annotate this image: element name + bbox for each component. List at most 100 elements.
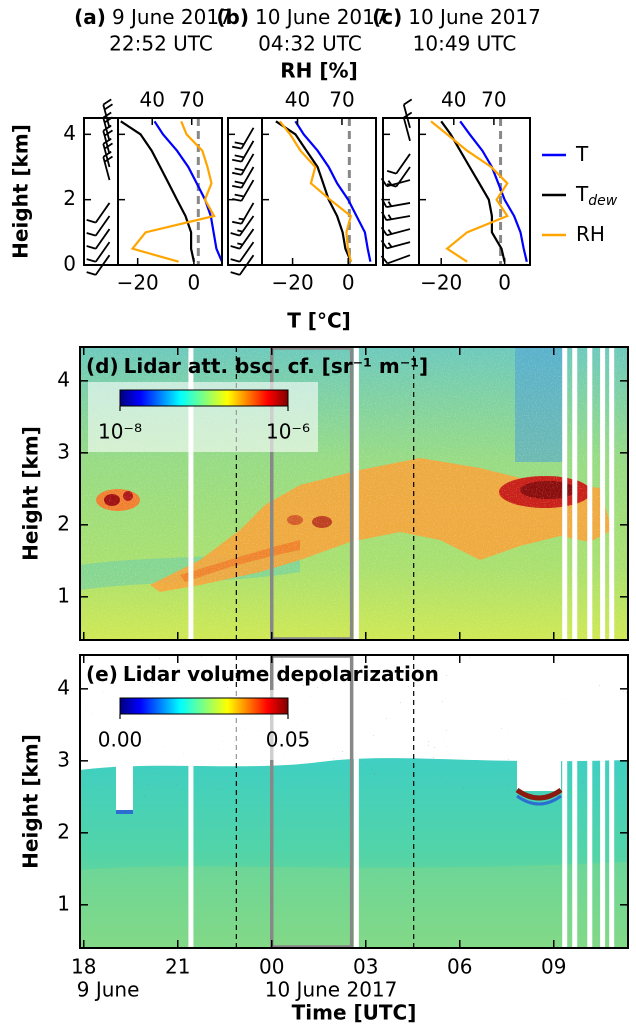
profile-line	[130, 120, 216, 263]
profile-line	[430, 120, 509, 263]
wind-barb	[102, 98, 113, 129]
x-tick-label: 0	[342, 271, 355, 295]
wind-barb	[386, 153, 411, 175]
panel-title: (b) 10 June 2017	[216, 5, 387, 29]
wind-barb	[402, 111, 413, 142]
panel-label: (a)	[74, 5, 106, 29]
colorbar	[119, 697, 289, 715]
profile-frame	[117, 117, 223, 266]
profile-line	[440, 120, 506, 262]
x-tick-label: 18	[71, 955, 96, 979]
wind-barb	[86, 241, 111, 263]
legend-name: T	[575, 142, 589, 166]
x2-tick-label: 40	[285, 88, 310, 112]
x-axis-label: T [°C]	[287, 309, 351, 333]
legend-label: T	[575, 142, 589, 166]
date-label: 9 June	[77, 978, 140, 1002]
panel-title: (d) Lidar att. bsc. cf. [sr⁻¹ m⁻¹]	[86, 354, 428, 378]
panel-date: 10 June 2017	[408, 5, 541, 29]
wind-barb	[381, 211, 411, 222]
barb-frame	[83, 117, 119, 266]
data-gap	[188, 655, 194, 948]
wind-barb	[380, 239, 411, 250]
wind-barb	[230, 228, 255, 250]
wind-barb	[86, 202, 111, 224]
profile-line	[459, 120, 528, 262]
data-gap	[600, 347, 606, 640]
y-tick-label: 2	[63, 186, 76, 210]
x-tick-label: 06	[447, 955, 472, 979]
wind-barb	[380, 254, 411, 265]
y-axis-label: Height [km]	[19, 426, 43, 561]
wind-barb	[232, 202, 255, 225]
y-tick-label: 3	[57, 439, 70, 463]
wind-barb	[102, 150, 113, 181]
x2-tick-label: 40	[140, 88, 165, 112]
panel-subtitle: 22:52 UTC	[109, 32, 213, 56]
profile-line	[278, 120, 353, 262]
data-gap	[609, 655, 615, 948]
x-tick-label: 21	[165, 955, 190, 979]
wind-barb	[232, 127, 255, 150]
x-tick-label: 00	[259, 955, 284, 979]
colorbar	[119, 389, 289, 407]
x2-tick-label: 70	[179, 88, 204, 112]
x-tick-label: −20	[420, 271, 462, 295]
y-tick-label: 1	[57, 891, 70, 915]
x-tick-label: 0	[498, 271, 511, 295]
wind-barb	[232, 166, 255, 189]
panel-label: (c)	[372, 5, 402, 29]
legend-name: T	[575, 182, 589, 206]
profile-frame	[418, 117, 531, 266]
data-gap	[572, 347, 578, 640]
x-tick-label: 09	[541, 955, 566, 979]
profile-frame	[261, 117, 377, 266]
y-tick-label: 4	[63, 121, 76, 145]
y-tick-label: 4	[57, 675, 70, 699]
x2-tick-label: 70	[329, 88, 354, 112]
profile-line	[120, 120, 195, 262]
data-gap	[353, 655, 359, 948]
x-tick-label: 0	[188, 271, 201, 295]
panel-title-text: Lidar volume depolarization	[123, 662, 439, 686]
plot-frame	[79, 654, 629, 949]
barb-frame	[227, 117, 263, 266]
x-tick-label: −20	[117, 271, 159, 295]
wind-barb	[402, 98, 413, 129]
data-gap	[562, 655, 568, 948]
legend-subscript: dew	[588, 193, 618, 209]
y-tick-label: 2	[57, 511, 70, 535]
colorbar-tick-label: 10⁻⁶	[266, 420, 310, 444]
colorbar-tick-label: 10⁻⁸	[98, 420, 142, 444]
x2-tick-label: 40	[441, 88, 466, 112]
wind-barb	[230, 241, 255, 263]
colorbar-tick-label: 0.05	[266, 728, 311, 752]
data-gap	[188, 347, 194, 640]
panel-date: 10 June 2017	[255, 5, 388, 29]
data-gap	[587, 347, 593, 640]
panel-date: 9 June 2017	[112, 5, 232, 29]
wind-barb	[86, 215, 111, 237]
legend-label: RH	[576, 222, 605, 246]
date-label: 10 June 2017	[265, 978, 398, 1002]
wind-barb	[380, 177, 411, 188]
colorbar-tick-label: 0.00	[98, 728, 143, 752]
panel-title: (a) 9 June 2017	[74, 5, 232, 29]
profile-line	[153, 120, 224, 263]
data-gap	[587, 655, 593, 948]
panel-title-text: Lidar att. bsc. cf. [sr⁻¹ m⁻¹]	[124, 354, 429, 378]
y-tick-label: 0	[63, 252, 76, 276]
panel-subtitle: 04:32 UTC	[258, 32, 362, 56]
y-axis-label: Height [km]	[9, 124, 33, 259]
data-gap	[609, 347, 615, 640]
panel-title: (c) 10 June 2017	[372, 5, 541, 29]
x-tick-label: 03	[353, 955, 378, 979]
panel-label: (b)	[216, 5, 249, 29]
x-axis-label: Time [UTC]	[292, 1001, 417, 1025]
profile-line	[275, 120, 353, 263]
wind-barb	[386, 166, 411, 188]
y-axis-label: Height [km]	[19, 734, 43, 869]
panel-label: (e)	[86, 662, 118, 686]
x2-axis-label: RH [%]	[280, 59, 357, 83]
panel-label: (d)	[86, 354, 119, 378]
